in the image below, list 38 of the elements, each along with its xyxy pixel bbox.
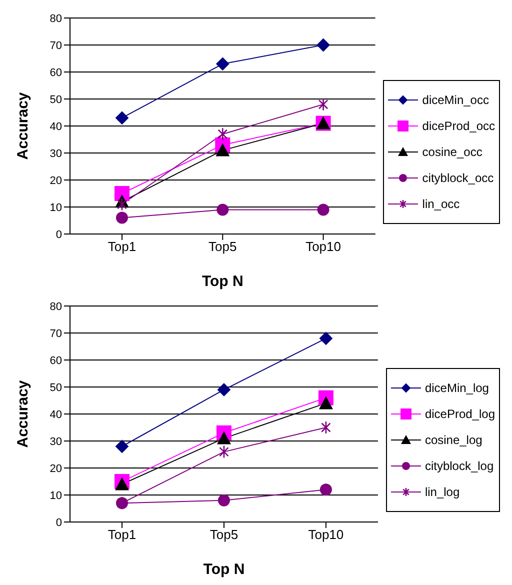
y-tick-label: 10 — [50, 202, 62, 214]
y-tick-label: 80 — [50, 300, 62, 313]
legend-label: diceMin_occ — [422, 93, 489, 107]
y-tick-label: 10 — [50, 490, 62, 502]
y-tick-label: 40 — [50, 120, 62, 133]
x-tick-label: Top10 — [308, 527, 344, 542]
legend-label: cosine_log — [424, 433, 482, 447]
y-tick-label: 30 — [50, 148, 62, 160]
y-tick-label: 0 — [56, 516, 62, 529]
y-tick-label: 40 — [50, 408, 62, 421]
legend-label: diceProd_log — [424, 407, 495, 421]
x-tick-label: Top1 — [108, 239, 136, 254]
y-tick-label: 0 — [56, 228, 62, 241]
y-tick-label: 20 — [50, 174, 62, 187]
legend-label: cosine_occ — [422, 145, 482, 159]
y-tick-label: 50 — [50, 94, 62, 106]
x-tick-label: Top1 — [108, 527, 136, 542]
legend-label: lin_occ — [422, 197, 460, 211]
y-tick-label: 60 — [50, 66, 62, 79]
y-tick-label: 70 — [50, 40, 62, 52]
legend-label: lin_log — [424, 485, 460, 499]
y-tick-label: 60 — [50, 354, 62, 367]
legend-label: cityblock_occ — [422, 171, 494, 185]
x-tick-label: Top10 — [306, 239, 341, 254]
y-tick-label: 70 — [50, 328, 62, 340]
y-axis-title: Accuracy — [14, 380, 32, 448]
y-tick-label: 20 — [50, 462, 62, 475]
y-axis-title: Accuracy — [14, 92, 32, 160]
y-tick-label: 30 — [50, 436, 62, 448]
y-tick-label: 80 — [50, 12, 62, 25]
legend-label: diceMin_log — [424, 381, 489, 395]
x-axis-title: Top N — [203, 561, 245, 578]
x-tick-label: Top5 — [210, 527, 238, 542]
legend-label: cityblock_log — [424, 459, 494, 473]
x-tick-label: Top5 — [208, 239, 237, 254]
y-tick-label: 50 — [50, 382, 62, 394]
x-axis-title: Top N — [202, 273, 244, 290]
legend-label: diceProd_occ — [422, 119, 495, 133]
